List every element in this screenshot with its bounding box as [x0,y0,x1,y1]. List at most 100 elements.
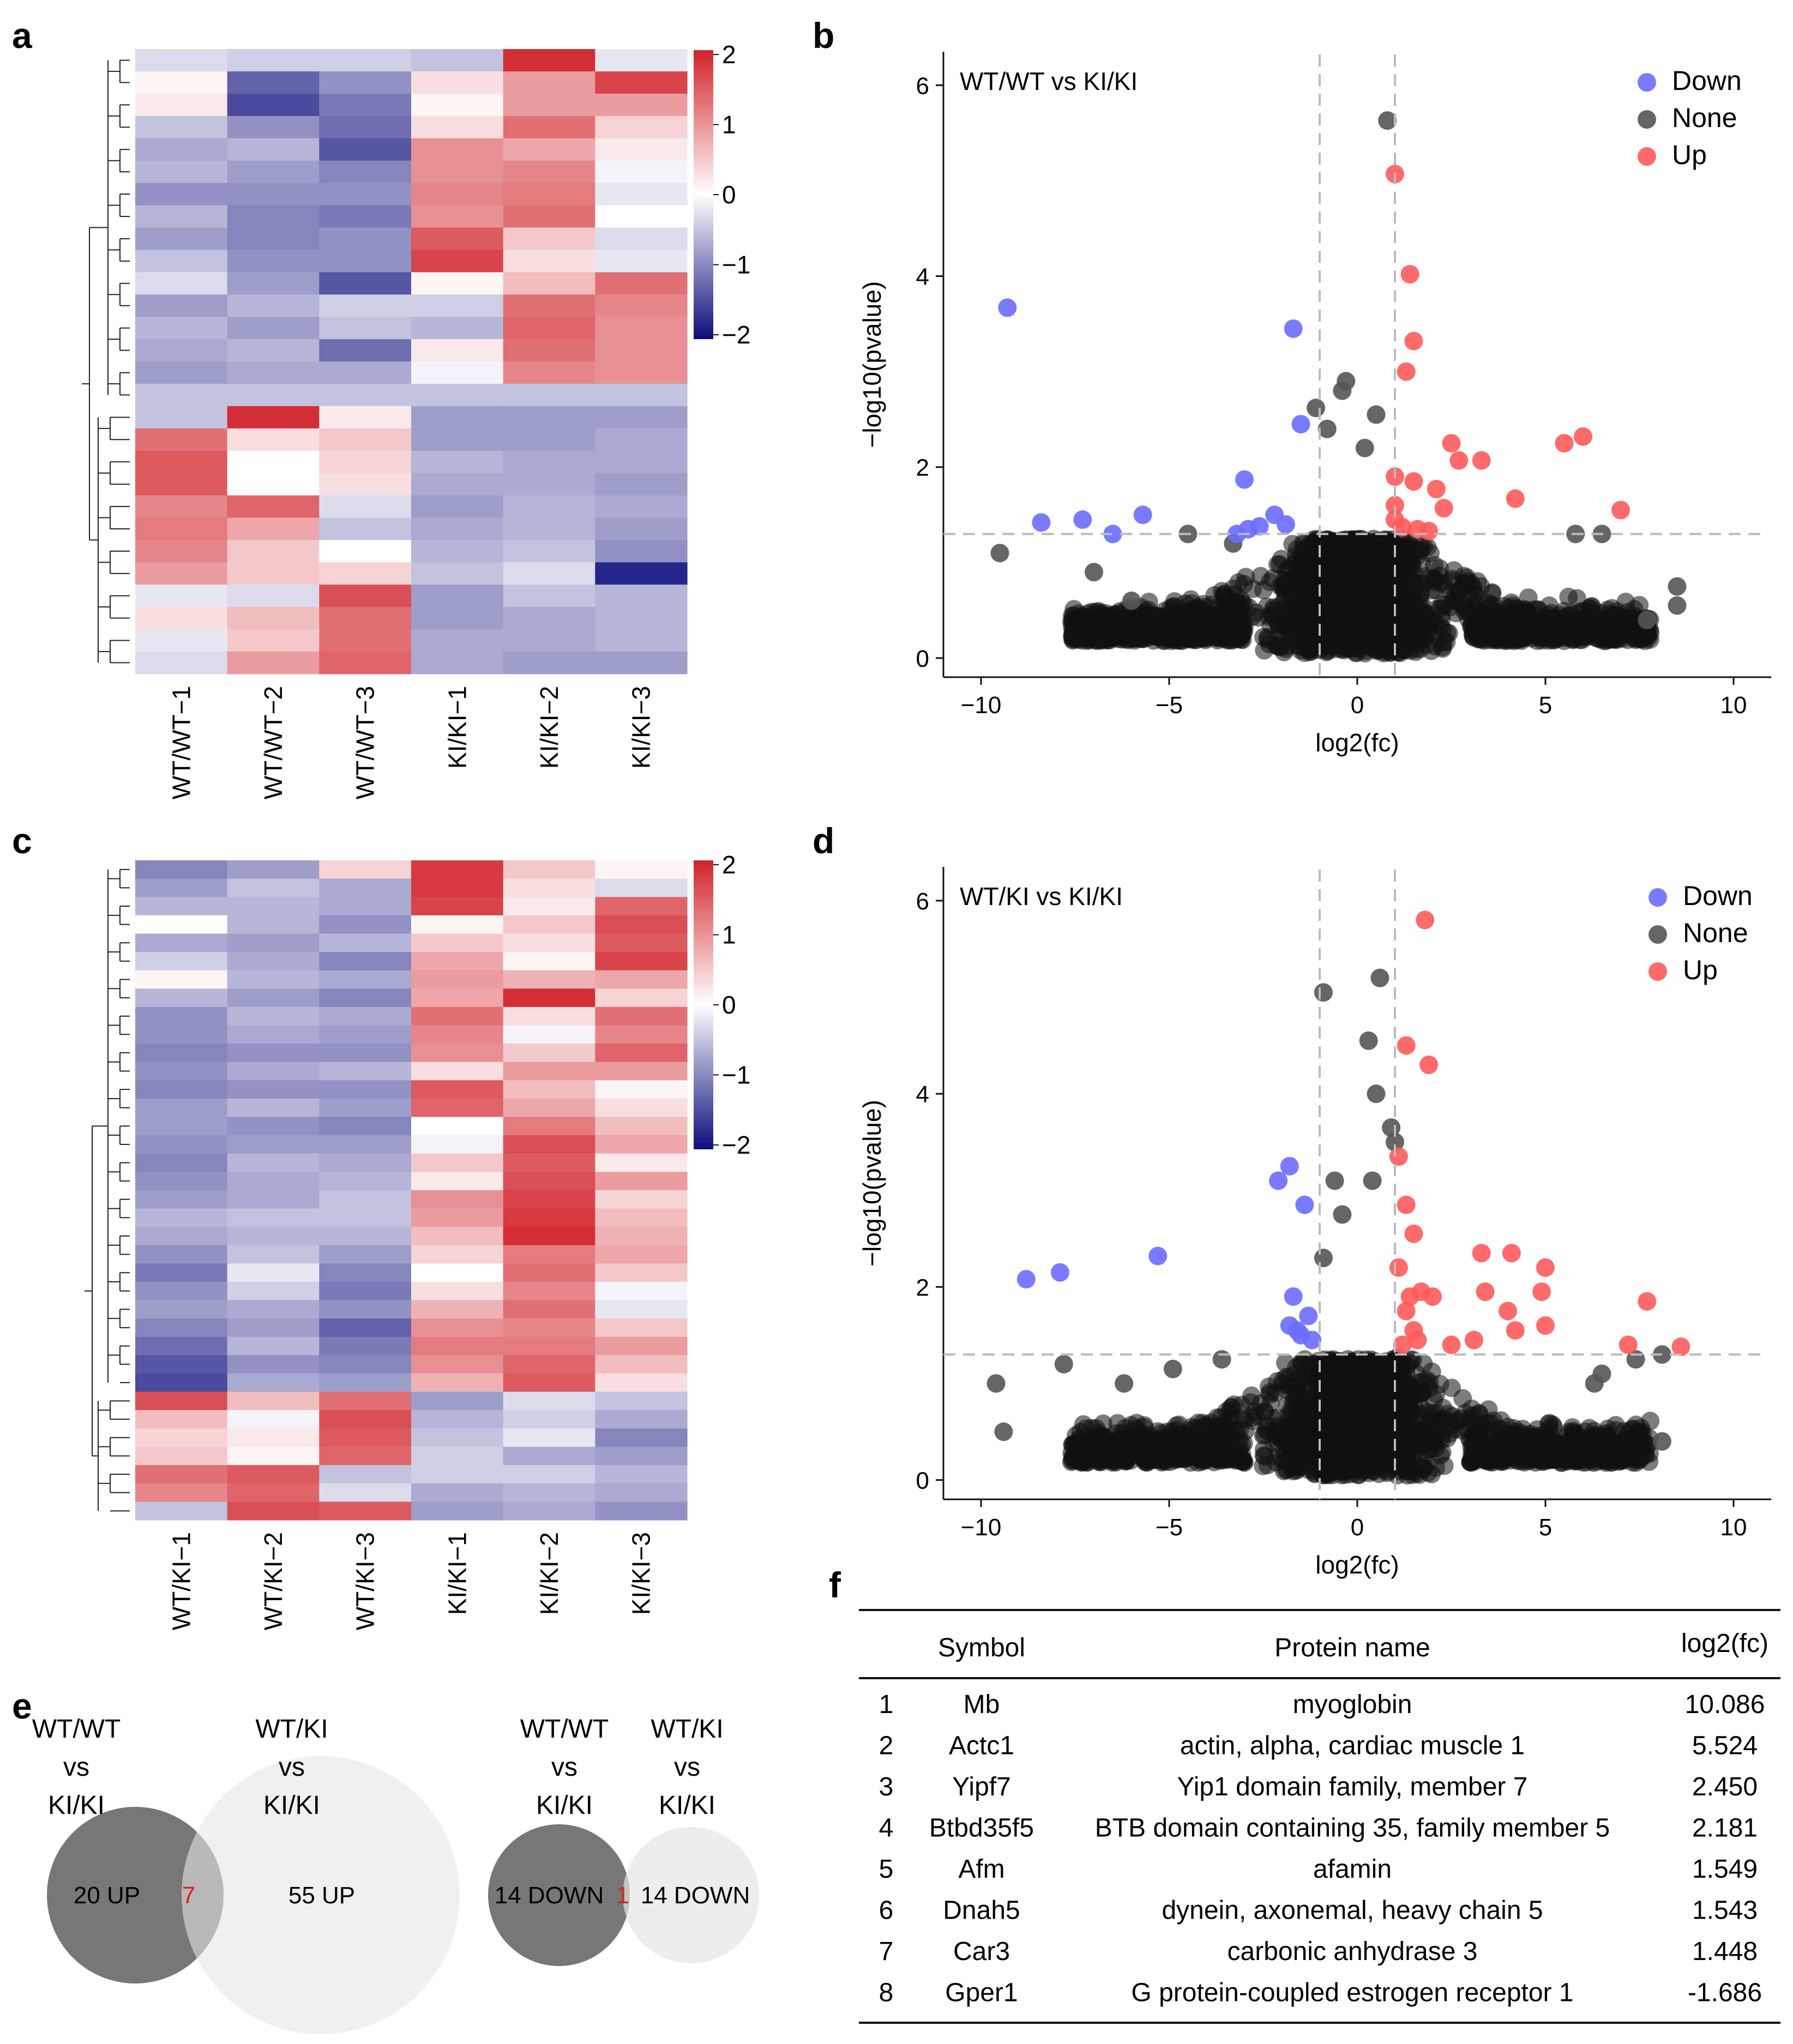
heatmap-cell [227,970,320,989]
point-none [1378,111,1397,130]
point-none [1108,1414,1127,1433]
heatmap-cell [411,1336,504,1356]
point-up [1574,427,1592,446]
heatmap-cell [135,428,228,451]
point-none [1276,1353,1295,1372]
heatmap-cell [319,1025,412,1044]
heatmap-cell [411,1263,504,1282]
heatmap-cell [135,652,228,674]
table-cell-symbol: Afm [958,1855,1004,1884]
point-none [1598,1419,1617,1438]
heatmap-cell [227,607,320,630]
point-none [1356,1424,1375,1443]
heatmap-cell [227,952,320,971]
heatmap-cell [411,1446,504,1466]
point-none [1240,598,1259,617]
heatmap-cell [595,1446,688,1466]
table-cell-symbol: Mb [964,1690,1000,1719]
heatmap-cell [135,933,228,952]
heatmap-cell [595,473,688,496]
heatmap-cell [319,584,412,607]
heatmap-cell [227,860,320,879]
colorbar-tick-label: −1 [722,1061,750,1089]
point-none [1314,983,1333,1002]
heatmap-cell [411,652,504,674]
volcano-d-y-label: −log10(pvalue) [858,1100,886,1267]
column-label: WT/WT−3 [351,686,380,799]
heatmap-cell [411,629,504,652]
heatmap-cell [227,138,320,161]
point-none [1280,601,1299,620]
heatmap-cell [319,1172,412,1191]
heatmap-cell [319,860,412,879]
point-none [1370,575,1389,594]
heatmap-cell [319,1373,412,1392]
heatmap-cell [135,294,228,317]
point-none [1307,399,1326,418]
point-none [1340,1416,1359,1435]
heatmap-cell [411,473,504,496]
volcano-b-x-label: log2(fc) [1315,728,1399,757]
venn-down-right-circle [623,1827,759,1963]
heatmap-cell [135,450,228,474]
point-none [1180,1429,1199,1448]
heatmap-cell [503,1391,595,1410]
heatmap-cell [135,406,228,429]
heatmap-cell [227,1044,320,1063]
table-cell-symbol: Yipf7 [952,1772,1011,1801]
heatmap-cell [595,1227,688,1246]
heatmap-cell [503,160,595,184]
heatmap-cell [319,1190,412,1209]
heatmap-cell [503,562,595,585]
point-none [1585,1374,1604,1393]
heatmap-cell [319,1465,412,1484]
venn-up-right-label-line3: KI/KI [263,1791,320,1820]
colorbar-tick-label: 0 [722,991,736,1019]
point-none [1069,1431,1088,1450]
heatmap-cell [319,361,412,384]
point-up [1397,1301,1416,1321]
point-none [1668,596,1687,615]
heatmap-cell [319,1300,412,1319]
point-none [1401,1405,1421,1424]
venn-down-left-label-line3: KI/KI [536,1791,593,1820]
heatmap-cell [135,1282,228,1301]
heatmap-cell [595,540,688,563]
heatmap-cell [411,1300,504,1319]
legend-marker-none [1638,110,1656,129]
heatmap-cell [227,1227,320,1246]
point-none [1416,629,1435,648]
heatmap-cell [319,428,412,451]
heatmap-cell [595,1135,688,1154]
point-none [990,544,1009,563]
heatmap-cell [227,250,320,273]
point-none [1325,1402,1344,1421]
heatmap-cell [411,116,504,139]
point-up [1618,1335,1638,1354]
heatmap-cell [411,1227,504,1246]
heatmap-cell [595,450,688,474]
heatmap-cell [595,1006,688,1026]
heatmap-cell [503,1117,595,1136]
heatmap-cell [503,1080,595,1099]
heatmap-cell [135,183,228,206]
point-none [1566,1452,1585,1471]
volcano-b-y-label: −log10(pvalue) [858,281,886,448]
table-cell-log2fc: -1.686 [1688,1979,1762,2007]
heatmap-cell [503,495,595,518]
point-up [1397,1195,1416,1214]
point-none [1354,636,1373,655]
heatmap-cell [595,607,688,630]
heatmap-a-cells [135,49,688,674]
point-none [1297,1451,1315,1470]
heatmap-cell [595,1153,688,1172]
point-up [1499,1301,1517,1321]
heatmap-cell [595,1263,688,1282]
point-none [1321,1442,1340,1461]
heatmap-cell [227,1117,320,1136]
point-none [1326,1377,1345,1396]
point-none [1367,1084,1386,1104]
point-none [1232,1395,1251,1414]
heatmap-cell [503,584,595,607]
point-none [1292,1432,1311,1450]
